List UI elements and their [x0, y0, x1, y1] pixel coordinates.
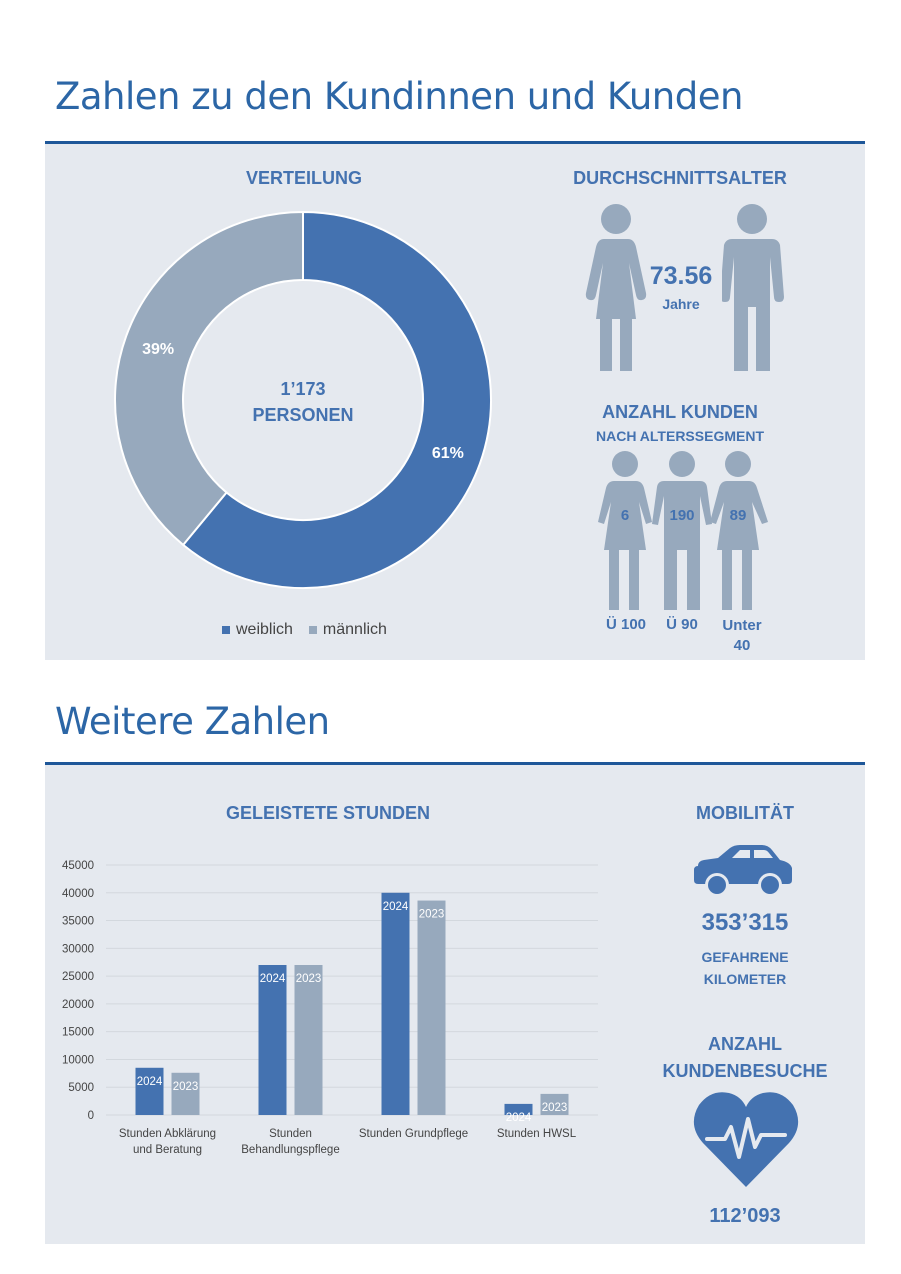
- legend-item-weiblich: weiblich: [222, 621, 293, 639]
- segment-label-1: Ü 100: [605, 616, 647, 633]
- hours-title: GELEISTETE STUNDEN: [225, 803, 431, 823]
- legend-label-maennlich: männlich: [322, 621, 387, 638]
- ytick-label-6: 30000: [62, 943, 94, 955]
- category-label-2-0: Stunden Grundpflege: [359, 1128, 468, 1140]
- man-icon: [722, 204, 784, 371]
- bar-2023-1: [294, 965, 323, 1115]
- segment-figure-3-icon: [710, 451, 768, 610]
- ytick-label-3: 15000: [62, 1027, 94, 1039]
- segment-label-2: Ü 90: [666, 616, 698, 633]
- bar-label-2023-2: 2023: [419, 909, 445, 921]
- verteilung-title: VERTEILUNG: [245, 168, 362, 188]
- bar-2024-2: [381, 892, 410, 1115]
- avg-age-title: DURCHSCHNITTSALTER: [573, 168, 787, 188]
- bar-label-2023-1: 2023: [296, 973, 322, 985]
- bar-2024-1: [258, 965, 287, 1115]
- avg-age-value: 73.56: [649, 262, 713, 290]
- ytick-label-7: 35000: [62, 916, 94, 928]
- bar-label-2024-0: 2024: [137, 1076, 163, 1088]
- segments-subtitle: NACH ALTERSSEGMENT: [596, 428, 764, 444]
- visits-title-line1: ANZAHL: [708, 1034, 782, 1054]
- segments-title: ANZAHL KUNDEN: [602, 402, 758, 422]
- hours-bar-chart: 0 5000 10000 15000 20000 25000 30000 35000 40000…: [62, 860, 598, 1156]
- donut-center-count: 1’173: [280, 379, 325, 399]
- bar-label-2024-3: 2024: [506, 1112, 532, 1124]
- bar-label-2024-2: 2024: [383, 901, 409, 913]
- donut-center-label: PERSONEN: [252, 405, 353, 425]
- segment-figure-2-icon: [652, 451, 712, 610]
- category-label-1-1: Behandlungspflege: [241, 1144, 339, 1156]
- heart-icon: [693, 1092, 799, 1187]
- ytick-label-1: 5000: [68, 1082, 94, 1094]
- bar-label-2023-3: 2023: [542, 1102, 568, 1114]
- bar-2023-3: [540, 1093, 569, 1115]
- mobility-value: 353’315: [701, 909, 789, 936]
- segment-value-1: 6: [620, 507, 630, 524]
- bar-label-2023-0: 2023: [173, 1081, 199, 1093]
- legend-label-weiblich: weiblich: [236, 621, 293, 638]
- donut-slice-label-0: 61%: [432, 445, 464, 462]
- bar-2024-0: [135, 1067, 164, 1115]
- category-label-0-1: und Beratung: [133, 1144, 202, 1156]
- mobility-title: MOBILITÄT: [696, 803, 794, 823]
- ytick-label-5: 25000: [62, 971, 94, 983]
- visits-title-line2: KUNDENBESUCHE: [662, 1061, 828, 1081]
- ytick-label-9: 45000: [62, 860, 94, 872]
- donut-slice-label-1: 39%: [142, 341, 174, 358]
- donut-chart: 1’173 PERSONEN 61% 39%: [114, 210, 492, 589]
- segment-value-3: 89: [729, 507, 747, 524]
- ytick-label-0: 0: [88, 1110, 94, 1122]
- avg-age-unit: Jahre: [662, 296, 700, 312]
- car-icon: [694, 845, 792, 897]
- bar-2024-3: [504, 1103, 533, 1115]
- pulse-line-icon: [705, 1117, 787, 1159]
- category-label-3-0: Stunden HWSL: [497, 1128, 577, 1140]
- category-label-0-0: Stunden Abklärung: [119, 1128, 216, 1140]
- legend-item-maennlich: männlich: [308, 621, 387, 639]
- visits-value: 112’093: [709, 1205, 781, 1227]
- woman-icon: [585, 204, 647, 371]
- category-label-1-0: Stunden: [269, 1128, 312, 1140]
- segment-label-3: Unter 40: [722, 617, 762, 654]
- donut-legend: weiblich männlich: [222, 621, 387, 639]
- segments-figures: [598, 451, 768, 610]
- segment-value-2: 190: [669, 507, 695, 524]
- section1-rule: [45, 141, 865, 144]
- legend-swatch-maennlich: [308, 626, 317, 634]
- donut-slice-1: [114, 210, 304, 547]
- bar-label-2024-1: 2024: [260, 973, 286, 985]
- ytick-label-2: 10000: [62, 1054, 94, 1066]
- bar-2023-0: [171, 1072, 200, 1115]
- ytick-label-8: 40000: [62, 888, 94, 900]
- ytick-label-4: 20000: [62, 999, 94, 1011]
- legend-swatch-weiblich: [222, 626, 230, 634]
- section2-heading: Weitere Zahlen: [55, 700, 330, 743]
- donut-slice-0: [181, 210, 492, 589]
- section2-rule: [45, 762, 865, 765]
- segment-figure-1-icon: [598, 451, 652, 610]
- bar-2023-2: [417, 900, 446, 1115]
- section1-heading: Zahlen zu den Kundinnen und Kunden: [55, 75, 743, 118]
- mobility-line2: KILOMETER: [703, 971, 787, 987]
- mobility-line1: GEFAHRENE: [701, 949, 789, 965]
